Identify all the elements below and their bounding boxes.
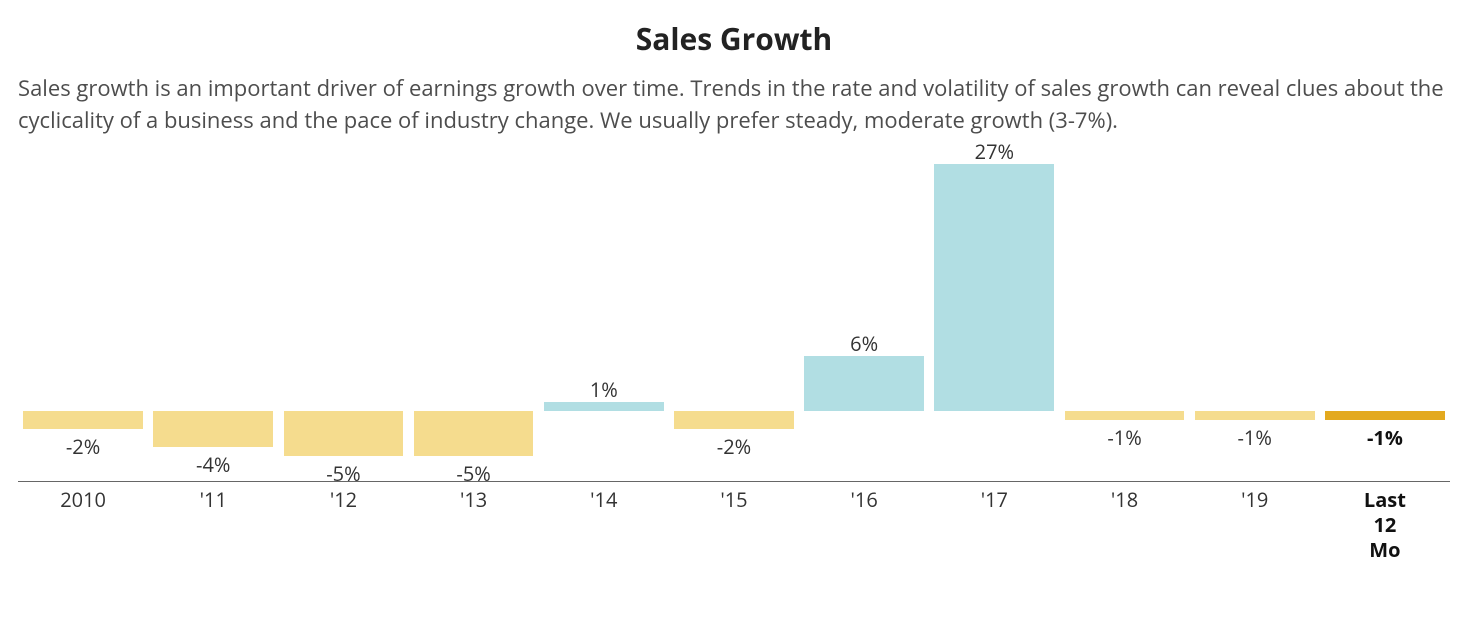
bar-slot: -2%	[18, 155, 148, 475]
x-axis-label: Last12Mo	[1320, 487, 1450, 562]
bar	[1325, 411, 1445, 420]
bar-slot: -5%	[278, 155, 408, 475]
bar	[1065, 411, 1185, 420]
bar	[284, 411, 404, 457]
bar	[23, 411, 143, 429]
x-axis-label: '16	[799, 487, 929, 512]
bar-slot: -2%	[669, 155, 799, 475]
bar-value-label: -5%	[278, 460, 408, 487]
bar	[414, 411, 534, 457]
x-axis-label: '19	[1190, 487, 1320, 512]
bar	[1195, 411, 1315, 420]
bar-value-label: 27%	[929, 138, 1059, 165]
bar-slot: 27%	[929, 155, 1059, 475]
bar-value-label: -1%	[1059, 424, 1189, 451]
bar	[804, 356, 924, 411]
chart-description: Sales growth is an important driver of e…	[18, 73, 1450, 137]
x-axis-label: 2010	[18, 487, 148, 512]
chart-plot-area: -2%-4%-5%-5%1%-2%6%27%-1%-1%-1%	[18, 155, 1450, 475]
x-axis-label: '18	[1059, 487, 1189, 512]
bar	[934, 164, 1054, 411]
bar	[153, 411, 273, 448]
bar-slot: -1%	[1059, 155, 1189, 475]
bar-value-label: -2%	[669, 433, 799, 460]
x-axis-label: '15	[669, 487, 799, 512]
sales-growth-chart: -2%-4%-5%-5%1%-2%6%27%-1%-1%-1% 2010'11'…	[18, 155, 1450, 577]
bar	[674, 411, 794, 429]
x-axis-label: '14	[539, 487, 669, 512]
bar-value-label: -1%	[1320, 424, 1450, 451]
x-axis-label: '11	[148, 487, 278, 512]
bar-value-label: -1%	[1190, 424, 1320, 451]
sales-growth-card: Sales Growth Sales growth is an importan…	[0, 0, 1468, 597]
x-axis-label: '12	[278, 487, 408, 512]
x-axis-label: '17	[929, 487, 1059, 512]
bar-slot: 1%	[539, 155, 669, 475]
bar-slot: -1%	[1190, 155, 1320, 475]
x-axis-line	[18, 481, 1450, 482]
chart-title: Sales Growth	[18, 18, 1450, 59]
bar-slot: -5%	[409, 155, 539, 475]
bar-slot: 6%	[799, 155, 929, 475]
x-axis-labels: 2010'11'12'13'14'15'16'17'18'19Last12Mo	[18, 487, 1450, 577]
bar-slot: -4%	[148, 155, 278, 475]
bar	[544, 402, 664, 411]
bar-value-label: -4%	[148, 451, 278, 478]
bar-value-label: -2%	[18, 433, 148, 460]
bar-slot: -1%	[1320, 155, 1450, 475]
bar-value-label: 6%	[799, 330, 929, 357]
bar-value-label: -5%	[409, 460, 539, 487]
bar-value-label: 1%	[539, 376, 669, 403]
x-axis-label: '13	[409, 487, 539, 512]
